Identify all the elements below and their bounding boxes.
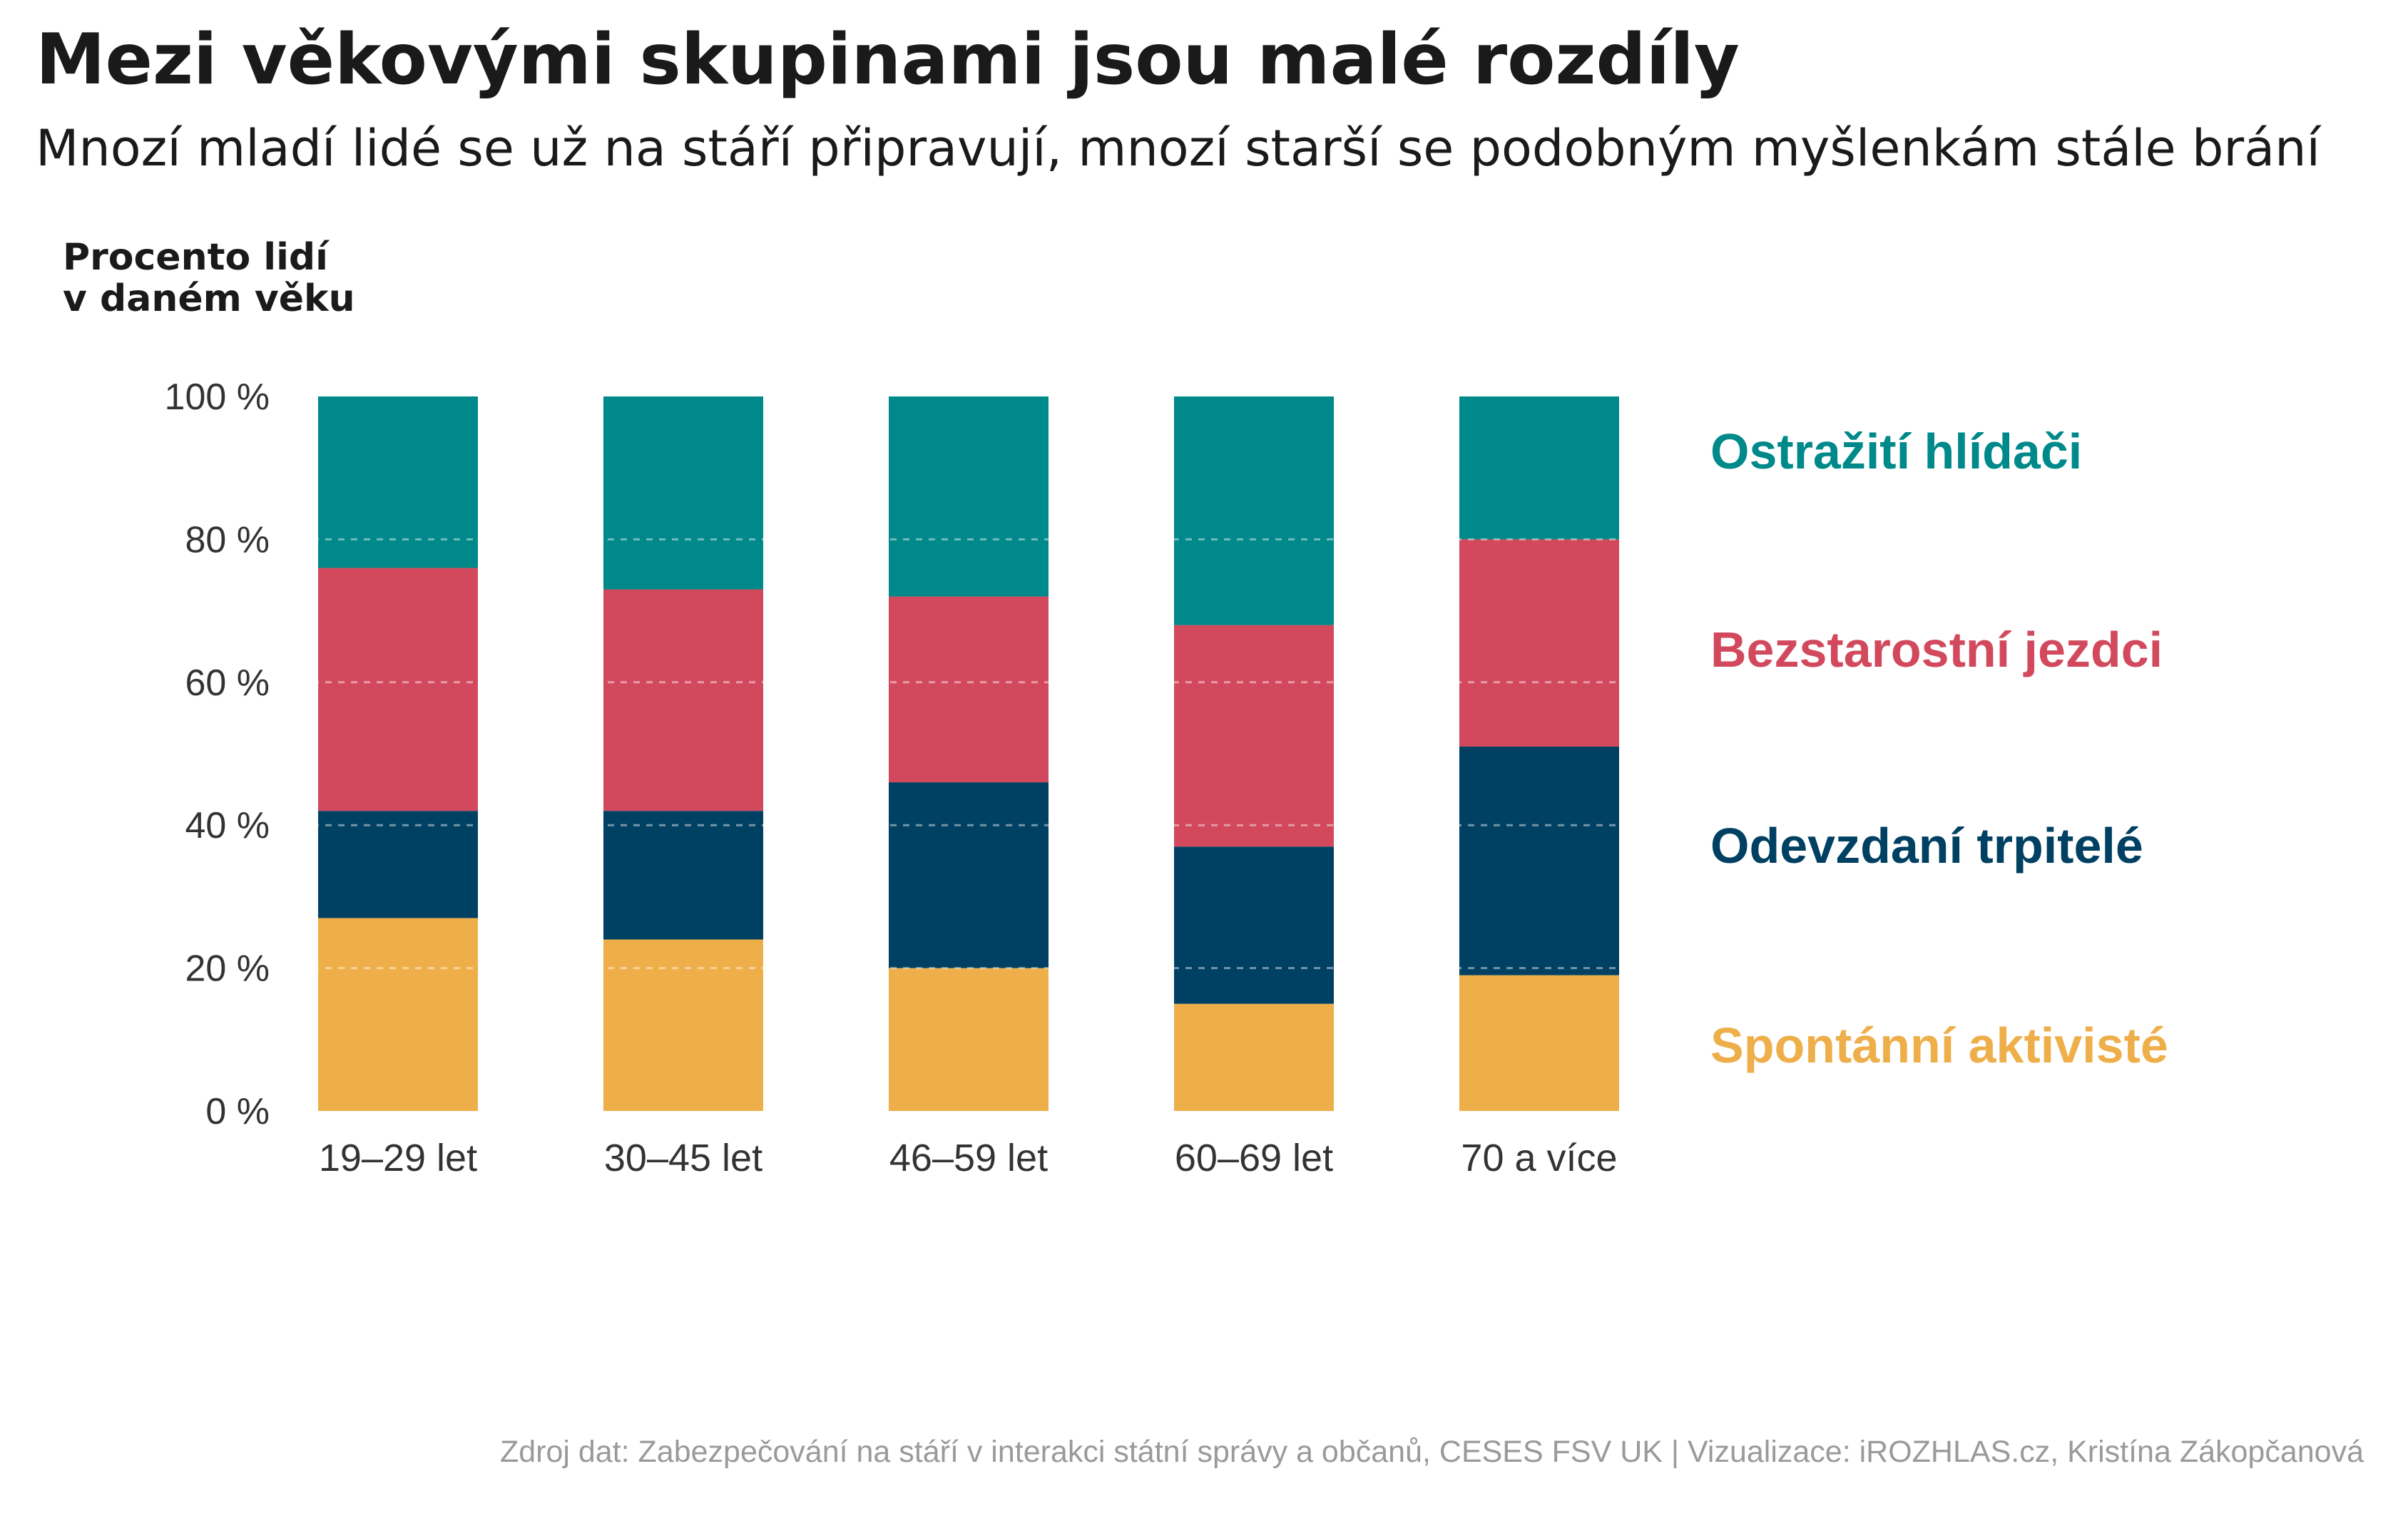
bar-segment-2-cat-1 (318, 811, 478, 918)
bar-segment-1-cat-1 (318, 918, 478, 1111)
y-tick-label-1: 0 % (205, 1091, 270, 1132)
chart-title: Mezi věkovými skupinami jsou malé rozdíl… (36, 19, 1740, 101)
bar-segment-4-cat-1 (318, 396, 478, 568)
bar-segment-4-cat-2 (603, 396, 763, 590)
x-tick-label-3: 46–59 let (889, 1137, 1048, 1179)
bar-segment-3-cat-1 (318, 568, 478, 811)
x-tick-label-5: 70 a více (1461, 1137, 1617, 1179)
y-tick-label-5: 80 % (185, 519, 270, 560)
bar-segment-4-cat-4 (1174, 396, 1334, 625)
x-tick-label-4: 60–69 let (1175, 1137, 1333, 1179)
bar-segment-3-cat-4 (1174, 625, 1334, 847)
y-axis-label: Procento lidí v daném věku (63, 236, 355, 321)
bar-segment-2-cat-2 (603, 811, 763, 940)
bar-segment-2-cat-4 (1174, 846, 1334, 1004)
bar-segment-3-cat-5 (1459, 539, 1619, 747)
bar-segment-3-cat-2 (603, 589, 763, 811)
y-tick-label-4: 60 % (185, 662, 270, 704)
legend-entry-3: Odevzdaní trpitelé (1710, 818, 2143, 874)
bar-segment-1-cat-4 (1174, 1003, 1334, 1111)
x-tick-label-1: 19–29 let (319, 1137, 477, 1179)
source-note: Zdroj dat: Zabezpečování na stáří v inte… (499, 1435, 2364, 1469)
x-tick-labels: 19–29 let 30–45 let 46–59 let 60–69 let 70 a… (319, 1137, 1618, 1179)
y-axis-label-line-2: v daném věku (63, 277, 355, 321)
y-tick-label-3: 40 % (185, 805, 270, 846)
legend: Ostražití hlídači Bezstarostní jezdci Odev… (1710, 424, 2168, 1073)
x-tick-label-2: 30–45 let (604, 1137, 762, 1179)
bar-segment-3-cat-3 (889, 596, 1049, 783)
bar-segment-2-cat-3 (889, 782, 1049, 968)
bar-segment-4-cat-3 (889, 396, 1049, 597)
y-tick-labels: 0 % 20 % 40 % 60 % 80 % 100 % (165, 377, 270, 1132)
legend-entry-1: Ostražití hlídači (1710, 424, 2082, 479)
y-axis-label-line-1: Procento lidí (63, 236, 328, 279)
bar-segment-1-cat-2 (603, 939, 763, 1111)
bars-layer (318, 396, 1619, 1111)
bar-segment-1-cat-5 (1459, 975, 1619, 1111)
y-tick-label-2: 20 % (185, 948, 270, 990)
legend-entry-2: Bezstarostní jezdci (1710, 622, 2163, 677)
chart-subtitle: Mnozí mladí lidé se už na stáří připravu… (36, 119, 2320, 178)
y-tick-label-6: 100 % (165, 377, 270, 418)
bar-segment-2-cat-5 (1459, 746, 1619, 975)
bar-segment-1-cat-3 (889, 968, 1049, 1111)
legend-entry-4: Spontánní aktivisté (1710, 1018, 2168, 1073)
bar-segment-4-cat-5 (1459, 396, 1619, 540)
gridlines-layer (300, 538, 1626, 970)
